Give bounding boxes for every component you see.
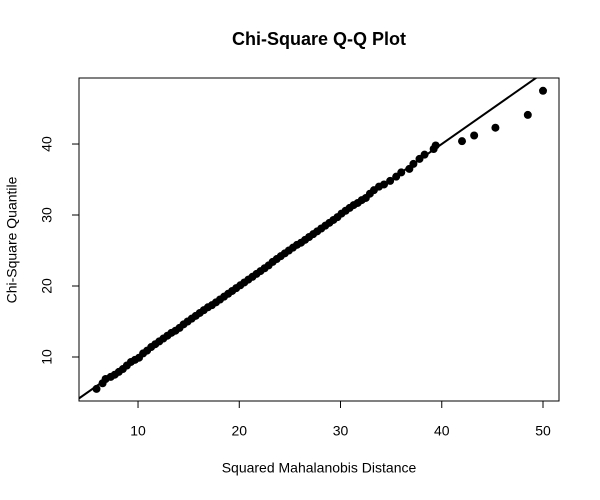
- plot-frame: [78, 77, 560, 402]
- point: [431, 141, 440, 150]
- point: [397, 168, 406, 177]
- x-tick-label: 40: [434, 423, 450, 439]
- point: [380, 180, 389, 189]
- y-tick-label: 40: [39, 136, 55, 152]
- y-tick-label: 20: [39, 278, 55, 294]
- point: [491, 123, 500, 132]
- point: [92, 384, 101, 393]
- x-axis-label: Squared Mahalanobis Distance: [222, 460, 417, 476]
- x-tick-label: 30: [333, 423, 349, 439]
- x-tick-label: 10: [130, 423, 146, 439]
- point: [420, 150, 429, 159]
- point: [470, 131, 479, 140]
- point: [386, 176, 395, 185]
- chart-title: Chi-Square Q-Q Plot: [232, 29, 406, 49]
- y-tick-label: 10: [39, 349, 55, 365]
- x-tick-label: 20: [231, 423, 247, 439]
- x-tick-label: 50: [535, 423, 551, 439]
- point: [523, 110, 532, 119]
- point: [458, 137, 467, 146]
- point: [409, 159, 418, 168]
- y-tick-label: 30: [39, 207, 55, 223]
- y-axis-label: Chi-Square Quantile: [4, 176, 20, 303]
- point: [539, 86, 548, 95]
